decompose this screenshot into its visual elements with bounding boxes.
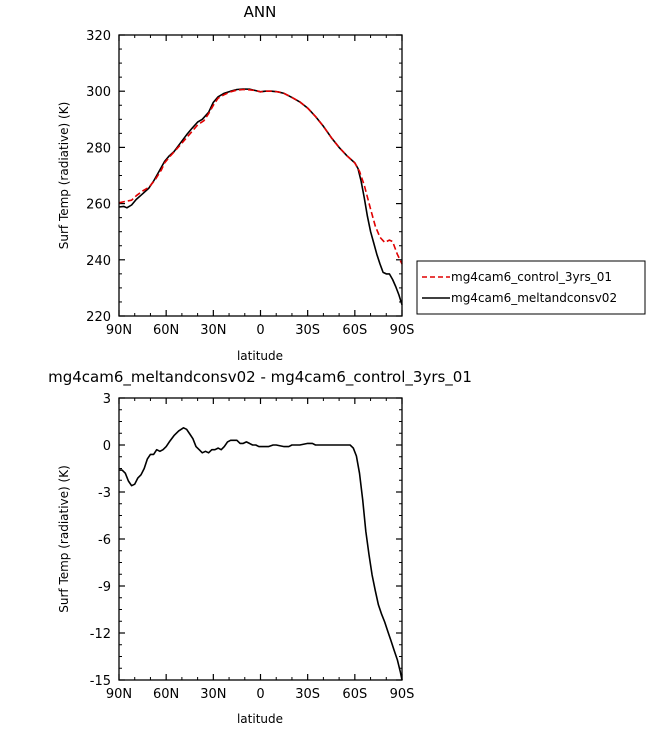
chart-top-x-tick-label: 0: [256, 323, 264, 338]
chart-bottom-plot-area: 90N 60N 30N 0 30S 60S 90S -15 -12 -9 -6 -3 0 3: [90, 392, 415, 702]
chart-top-y-tick-label: 220: [86, 310, 111, 325]
chart-bottom-x-tick-label: 30N: [200, 687, 226, 702]
chart-top-series-line-0: [118, 88, 403, 265]
chart-top-x-tick-label: 60S: [342, 323, 367, 338]
legend-label-meltandconsv: mg4cam6_meltandconsv02: [451, 291, 617, 305]
chart-top-plot-area: 90N 60N 30N 0 30S 60S 90S 220 240 260 280 300 320: [86, 29, 414, 338]
chart-top-x-tick-label: 90S: [390, 323, 415, 338]
chart-bottom-y-tick-label: -9: [98, 580, 111, 595]
chart-top-x-tick-label: 30N: [200, 323, 226, 338]
chart-bottom: mg4cam6_meltandconsv02 - mg4cam6_control…: [48, 368, 472, 726]
chart-bottom-y-tick-label: -15: [90, 674, 111, 689]
chart-top-x-tick-label: 30S: [295, 323, 320, 338]
chart-top-title: ANN: [244, 3, 277, 21]
chart-bottom-x-tick-label: 90N: [106, 687, 132, 702]
chart-top-x-tick-label: 60N: [153, 323, 179, 338]
chart-top-frame: [118, 34, 403, 317]
chart-bottom-x-tick-label: 60S: [342, 687, 367, 702]
chart-top-xlabel: latitude: [237, 349, 283, 363]
chart-bottom-y-tick-label: -3: [98, 486, 111, 501]
legend: mg4cam6_control_3yrs_01 mg4cam6_meltandc…: [416, 260, 646, 315]
chart-bottom-x-tick-label: 90S: [390, 687, 415, 702]
chart-bottom-frame: [118, 397, 403, 681]
chart-bottom-x-tick-label: 60N: [153, 687, 179, 702]
chart-bottom-y-tick-label: 3: [103, 392, 111, 407]
chart-top-y-tick-label: 300: [86, 85, 111, 100]
chart-bottom-series-line-0: [119, 427, 403, 681]
chart-top-series-line-1: [118, 88, 403, 306]
chart-bottom-xlabel: latitude: [237, 712, 283, 726]
chart-bottom-ylabel: Surf Temp (radiative) (K): [57, 465, 71, 613]
chart-bottom-y-tick-label: -6: [98, 533, 111, 548]
chart-top: ANN 90N 60N 30N 0 30S 60S 90S 220 240 260 280 300 32…: [57, 3, 414, 363]
chart-top-y-tick-label: 280: [86, 141, 111, 156]
legend-box: [416, 260, 646, 315]
chart-bottom-y-tick-label: -12: [90, 627, 111, 642]
chart-top-ylabel: Surf Temp (radiative) (K): [57, 102, 71, 250]
chart-bottom-title: mg4cam6_meltandconsv02 - mg4cam6_control…: [48, 368, 472, 387]
chart-bottom-y-tick-label: 0: [103, 439, 111, 454]
chart-top-y-tick-label: 260: [86, 198, 111, 213]
chart-top-y-tick-label: 240: [86, 254, 111, 269]
chart-bottom-x-tick-label: 30S: [295, 687, 320, 702]
chart-top-x-tick-label: 90N: [106, 323, 132, 338]
chart-top-y-tick-label: 320: [86, 29, 111, 44]
legend-label-control: mg4cam6_control_3yrs_01: [451, 270, 612, 284]
chart-bottom-x-tick-label: 0: [256, 687, 264, 702]
